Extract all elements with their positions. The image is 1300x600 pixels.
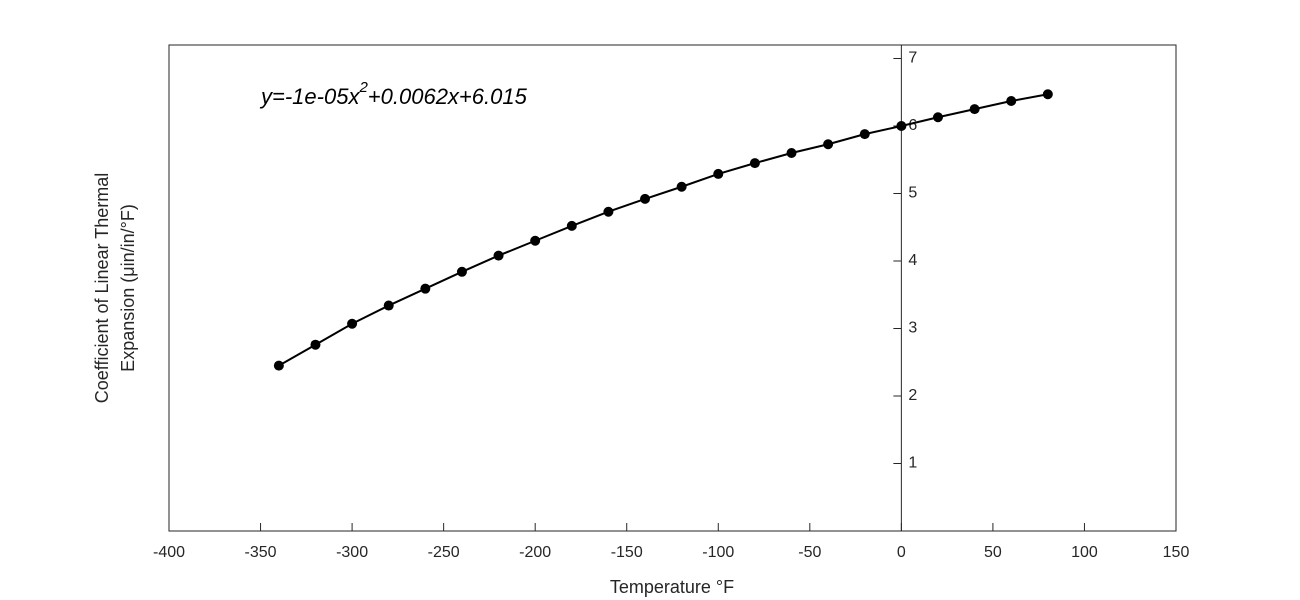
x-tick-label: -350 [245,544,277,561]
point [603,206,614,217]
point [676,181,687,192]
point [310,339,321,350]
point [530,235,541,246]
x-tick-label: -400 [153,544,185,561]
equation-part: +0.0062x+6.015 [368,84,528,109]
y-tick-label: 2 [908,387,917,404]
x-tick-label: -100 [702,544,734,561]
point [896,121,907,131]
equation-part: y=-1e-05x [259,84,360,109]
plot-box [168,44,1177,532]
point [640,193,651,204]
x-tick-label: -250 [428,544,460,561]
y-tick-label: 4 [908,252,917,269]
y-tick-label: 6 [908,117,917,134]
point [273,360,284,371]
y-tick-label: 1 [908,455,917,472]
x-tick-label: 100 [1071,544,1098,561]
point [420,283,431,294]
point [713,168,724,179]
x-tick-label: 0 [897,544,906,561]
point [456,266,467,277]
point [823,139,834,150]
y-axis-label: Coefficient of Linear Thermal Expansion … [92,173,138,403]
y-tick-label: 3 [908,320,917,337]
point [493,250,504,261]
point [859,129,870,140]
equation-exponent: 2 [358,79,368,96]
point [969,104,980,115]
x-tick-label: 50 [984,544,1002,561]
y-tick-label: 7 [908,50,917,67]
y-tick-label: 5 [908,185,917,202]
point [347,318,358,329]
x-tick-label: -200 [519,544,551,561]
y-axis-label-line: Expansion (μin/in/°F) [118,204,138,372]
point [383,300,394,311]
point [566,220,577,231]
x-tick-label: -50 [798,544,821,561]
x-axis-label: Temperature °F [610,577,734,597]
point [1006,96,1017,107]
equation: y=-1e-05x2+0.0062x+6.015 [259,79,528,109]
x-tick-label: -300 [336,544,368,561]
x-tick-label: -150 [611,544,643,561]
x-tick-label: 150 [1163,544,1190,561]
point [749,158,760,169]
series-line [278,93,1049,367]
y-axis-label-line: Coefficient of Linear Thermal [92,173,112,403]
point [1042,89,1053,100]
point [932,112,943,123]
point [786,148,797,158]
